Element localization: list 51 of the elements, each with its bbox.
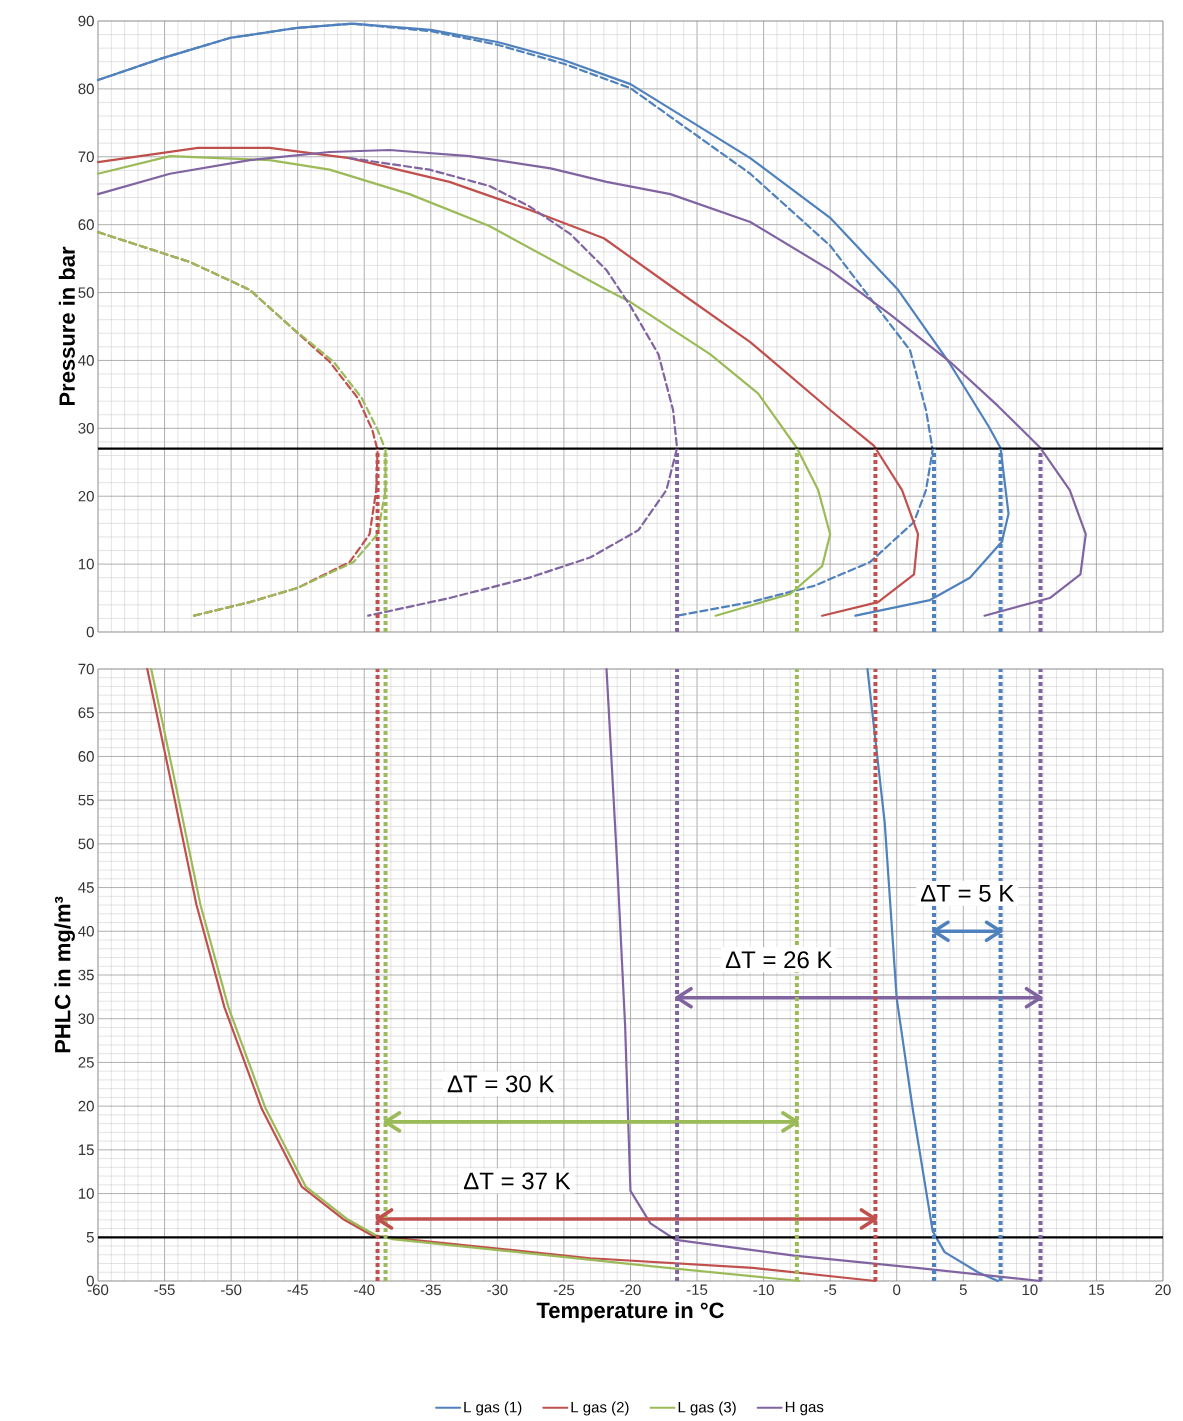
x-tick-label: -5 bbox=[824, 1284, 837, 1295]
x-tick-label: 20 bbox=[1155, 1284, 1171, 1296]
y-tick-label: 45 bbox=[78, 882, 94, 893]
x-tick-label: -15 bbox=[686, 1284, 708, 1295]
y-tick-label: 25 bbox=[78, 1057, 94, 1068]
legend-label: L gas (1) bbox=[464, 1401, 522, 1416]
x-axis-title: Temperature in °C bbox=[536, 1302, 724, 1323]
legend-label: L gas (2) bbox=[571, 1401, 629, 1416]
y-tick-label: 15 bbox=[78, 1144, 94, 1156]
y-axis-title: Pressure in bar bbox=[58, 246, 75, 406]
annotation: ΔT = 26 K bbox=[725, 951, 833, 969]
legend-label: H gas bbox=[785, 1401, 824, 1416]
x-tick-label: -40 bbox=[354, 1284, 375, 1296]
y-tick-label: 60 bbox=[78, 751, 94, 762]
y-tick-label: 55 bbox=[78, 794, 94, 806]
x-tick-label: -35 bbox=[420, 1284, 442, 1296]
y-tick-label: 20 bbox=[78, 490, 94, 502]
y-tick-label: 40 bbox=[78, 925, 94, 937]
x-tick-label: 0 bbox=[893, 1284, 901, 1296]
y-tick-label: 30 bbox=[78, 1013, 94, 1025]
y-tick-label: 0 bbox=[86, 626, 94, 638]
y-tick-label: 10 bbox=[78, 1188, 94, 1199]
y-tick-label: 70 bbox=[78, 151, 94, 163]
annotation: ΔT = 37 K bbox=[463, 1172, 571, 1190]
annotation: ΔT = 5 K bbox=[920, 884, 1015, 902]
y-tick-label: 50 bbox=[78, 287, 94, 298]
x-tick-label: 15 bbox=[1089, 1284, 1105, 1295]
x-tick-label: -20 bbox=[620, 1284, 641, 1296]
y-tick-label: 50 bbox=[78, 838, 94, 850]
y-tick-label: 30 bbox=[78, 423, 94, 434]
annotation: ΔT = 30 K bbox=[447, 1075, 555, 1093]
y-tick-label: 5 bbox=[86, 1232, 94, 1243]
x-tick-label: 5 bbox=[959, 1284, 967, 1295]
legend-label: L gas (3) bbox=[678, 1401, 736, 1416]
y-tick-label: 70 bbox=[78, 663, 94, 675]
y-tick-label: 90 bbox=[78, 15, 94, 27]
y-tick-label: 10 bbox=[78, 558, 94, 570]
x-tick-label: -45 bbox=[287, 1284, 308, 1295]
y-tick-label: 35 bbox=[78, 969, 94, 981]
x-tick-label: 10 bbox=[1022, 1284, 1038, 1296]
x-tick-label: -50 bbox=[220, 1284, 242, 1296]
y-axis-title: PHLC in mg/m³ bbox=[54, 896, 75, 1053]
y-tick-label: 40 bbox=[78, 355, 94, 366]
x-tick-label: -30 bbox=[487, 1284, 508, 1296]
y-tick-label: 80 bbox=[78, 83, 94, 95]
y-tick-label: 60 bbox=[78, 219, 94, 230]
y-tick-label: 65 bbox=[78, 707, 94, 719]
x-tick-label: -25 bbox=[553, 1284, 575, 1296]
x-tick-label: -10 bbox=[753, 1284, 774, 1296]
y-tick-label: 20 bbox=[78, 1100, 94, 1112]
x-tick-label: -55 bbox=[154, 1284, 175, 1295]
